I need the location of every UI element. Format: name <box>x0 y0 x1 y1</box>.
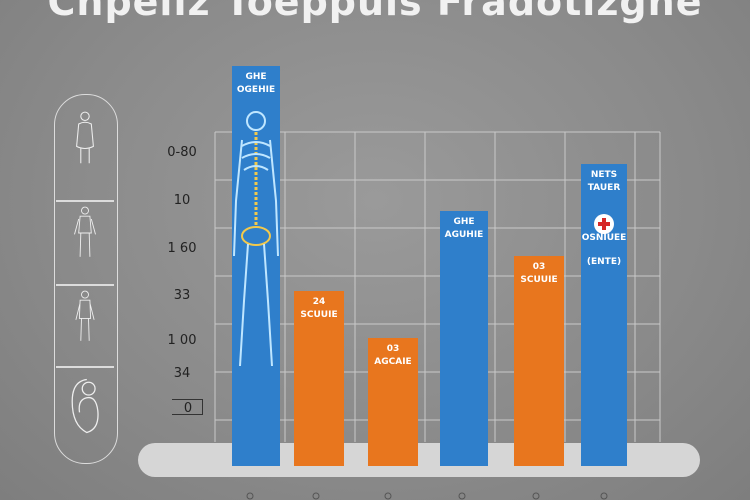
chart-title: Cnpeliz Toeppuls Fradotizgne <box>47 0 703 24</box>
x-tick <box>246 492 254 500</box>
x-tick <box>458 492 466 500</box>
body-figure-icon <box>76 111 94 164</box>
skeleton-illustration <box>233 111 279 367</box>
bar-label: SCUUIE <box>300 310 337 320</box>
y-tick-label: 0 <box>183 401 193 416</box>
x-tick <box>384 492 392 500</box>
bar <box>368 338 418 466</box>
fetus-icon <box>71 378 99 434</box>
panel-divider <box>56 200 114 202</box>
bar <box>514 256 564 466</box>
bar-label: 24 <box>313 297 326 307</box>
x-tick <box>600 492 608 500</box>
bar-label: SCUUIE <box>520 275 557 285</box>
panel-divider <box>56 284 114 286</box>
y-tick-label: 34 <box>173 366 191 381</box>
bar <box>294 291 344 466</box>
bar-label: AGUHIE <box>445 230 484 240</box>
bar-label: (ENTE) <box>587 257 621 267</box>
panel-divider <box>56 366 114 368</box>
bar <box>232 66 280 466</box>
bar-label: TAUER <box>588 183 621 193</box>
bar-label: GHE <box>245 72 266 82</box>
x-tick <box>312 492 320 500</box>
bar-label: 03 <box>533 262 546 272</box>
body-figure-icon <box>74 206 96 257</box>
y-tick-label: 1 60 <box>167 241 197 256</box>
y-tick-label: 0-80 <box>167 145 197 160</box>
y-tick-label: 33 <box>173 288 191 303</box>
bar-label: 03 <box>387 344 400 354</box>
bar-label: GHE <box>453 217 474 227</box>
body-figure-icon <box>75 290 95 341</box>
bar <box>440 211 488 466</box>
bar-label: AGCAIE <box>374 357 411 367</box>
y-tick-label: 10 <box>173 193 191 208</box>
y-tick-label: 1 00 <box>167 333 197 348</box>
red-cross-icon <box>602 218 606 230</box>
bar-label: OSNIUEE <box>582 233 627 243</box>
x-tick <box>532 492 540 500</box>
bar-label: OGEHIE <box>237 85 275 95</box>
bar <box>581 164 627 466</box>
bar-label: NETS <box>591 170 617 180</box>
y-axis-bracket <box>172 399 203 415</box>
figure-panel <box>54 94 118 464</box>
